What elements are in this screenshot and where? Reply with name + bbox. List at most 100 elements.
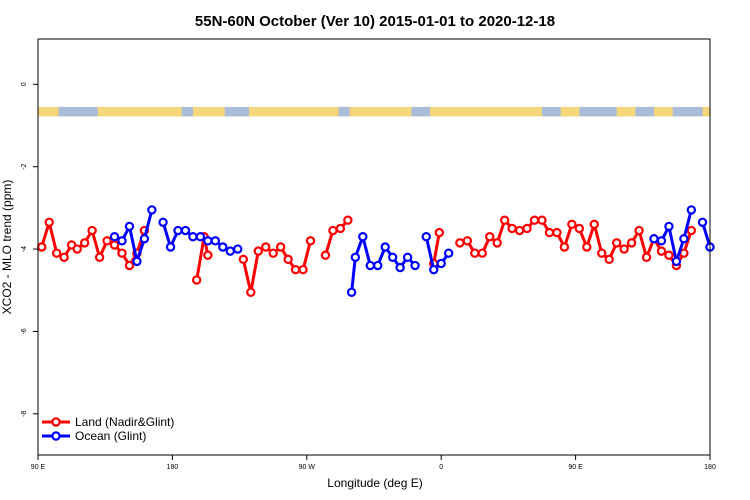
data-point — [436, 258, 446, 269]
data-point — [697, 217, 708, 227]
data-point — [191, 275, 202, 285]
data-point — [410, 260, 420, 271]
data-point — [656, 246, 667, 256]
data-point — [462, 236, 473, 246]
data-point — [395, 262, 405, 273]
data-point — [552, 227, 562, 238]
ocean-band-segment — [224, 106, 249, 117]
data-point — [79, 238, 90, 248]
x-tick-label: 180 — [704, 464, 716, 471]
legend-label: Ocean (Glint) — [75, 429, 146, 443]
series-line — [432, 232, 441, 264]
data-point — [117, 248, 127, 258]
ocean-band-segment — [338, 106, 350, 117]
data-point — [477, 248, 487, 258]
data-point — [559, 242, 570, 252]
data-point — [514, 225, 525, 236]
data-point — [485, 232, 495, 242]
data-point — [343, 215, 353, 225]
data-point — [649, 234, 659, 244]
data-point — [59, 252, 69, 262]
data-point — [320, 250, 331, 260]
data-point — [188, 232, 198, 242]
series-ocean — [109, 205, 715, 298]
data-point — [132, 256, 142, 267]
data-point — [434, 227, 445, 238]
data-point — [686, 205, 697, 215]
data-point — [218, 242, 228, 252]
data-point — [679, 234, 689, 244]
data-point — [195, 232, 206, 242]
data-point — [275, 242, 286, 252]
data-point — [158, 217, 168, 227]
data-point — [283, 254, 293, 265]
data-point — [109, 232, 120, 242]
x-tick-label: 0 — [439, 464, 443, 471]
series-line — [324, 219, 350, 256]
data-point — [238, 254, 249, 265]
data-point — [102, 236, 112, 246]
data-point — [117, 236, 127, 246]
land-band — [38, 106, 710, 117]
series-layer — [37, 205, 715, 298]
data-point — [522, 223, 532, 234]
y-tick-label: -8 — [21, 411, 28, 417]
x-tick-label: 90 E — [568, 464, 583, 471]
data-point — [656, 236, 667, 246]
data-point — [626, 238, 637, 248]
data-point — [147, 205, 157, 215]
legend: Land (Nadir&Glint)Ocean (Glint) — [42, 415, 174, 443]
data-point — [51, 248, 62, 258]
data-point — [350, 252, 361, 262]
data-point — [233, 244, 243, 254]
x-tick-label: 90 E — [31, 464, 46, 471]
y-tick-label: 0 — [21, 82, 28, 86]
data-point — [582, 242, 592, 252]
ocean-band-segment — [58, 106, 98, 117]
data-point — [470, 248, 480, 258]
data-point — [455, 238, 465, 248]
data-point — [225, 246, 235, 256]
data-point — [328, 225, 338, 236]
data-point — [290, 264, 301, 275]
y-tick-label: -2 — [21, 163, 28, 169]
data-point — [429, 264, 439, 275]
data-point — [365, 260, 375, 271]
ocean-band-segment — [579, 106, 617, 117]
data-point — [380, 242, 390, 252]
data-point — [87, 225, 97, 236]
data-point — [94, 252, 105, 262]
data-point — [124, 260, 135, 271]
plot-frame — [37, 38, 711, 456]
axis-ticks: 90 E 180 90 W 0 90 E 180 0 -2 -4 -6 -8 — [21, 82, 716, 471]
chart-title: 55N-60N October (Ver 10) 2015-01-01 to 2… — [195, 13, 555, 30]
land-ocean-band — [38, 106, 710, 117]
legend-marker — [51, 431, 61, 441]
y-axis-label: XCO2 - MLO trend (ppm) — [0, 180, 14, 315]
data-point — [537, 215, 547, 225]
data-point — [305, 236, 316, 246]
data-point — [634, 225, 644, 236]
legend-label: Land (Nadir&Glint) — [75, 415, 174, 429]
ocean-band-segment — [635, 106, 654, 117]
data-point — [203, 236, 213, 246]
data-point — [567, 219, 577, 230]
ocean-band-segment — [411, 106, 430, 117]
data-point — [335, 223, 346, 234]
x-axis-label: Longitude (deg E) — [327, 476, 422, 490]
y-tick-label: -6 — [21, 328, 28, 334]
data-point — [124, 221, 135, 232]
data-point — [72, 244, 82, 254]
data-point — [664, 221, 674, 232]
series-line — [350, 235, 417, 293]
data-point — [346, 287, 357, 298]
data-point — [37, 242, 47, 252]
data-point — [268, 248, 278, 258]
data-point — [604, 254, 614, 265]
data-point — [298, 264, 308, 275]
data-point — [611, 238, 622, 248]
data-point — [507, 223, 517, 234]
data-point — [373, 260, 383, 271]
